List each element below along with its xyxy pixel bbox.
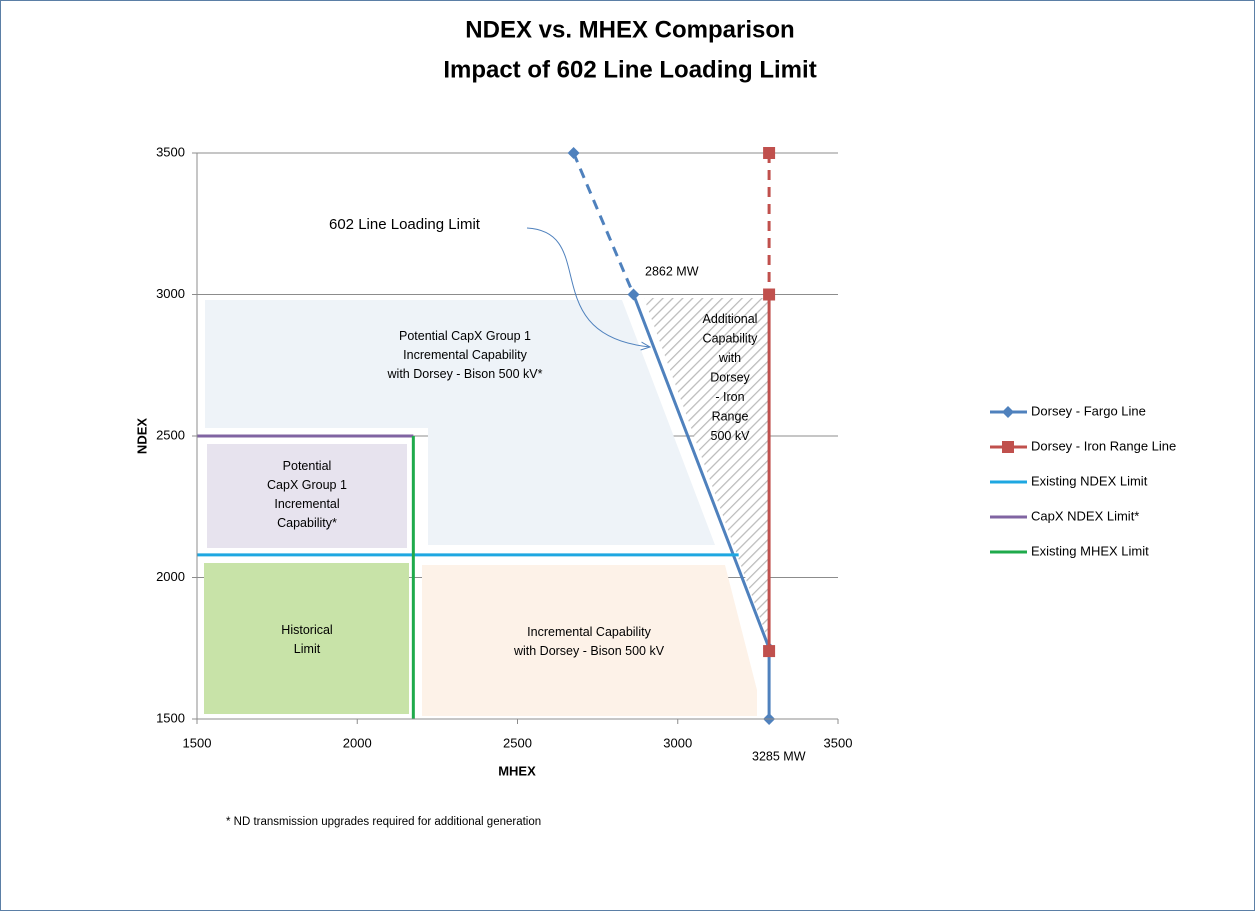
plot — [197, 147, 776, 725]
x-tick-label: 2500 — [503, 735, 532, 750]
region — [207, 444, 407, 548]
legend-label: CapX NDEX Limit* — [1031, 508, 1139, 523]
y-tick-label: 1500 — [156, 710, 185, 725]
annotation: 2862 MW — [645, 264, 699, 278]
regions — [204, 298, 768, 716]
annotation-line: Limit — [294, 642, 321, 656]
x-axis-label: MHEX — [498, 763, 536, 778]
annotation-line: Potential — [283, 459, 332, 473]
annotation-line: CapX Group 1 — [267, 478, 347, 492]
chart-title: NDEX vs. MHEX Comparison — [465, 16, 794, 43]
annotation: Historical Limit — [281, 623, 332, 656]
annotation: Incremental Capability with Dorsey - Biso… — [513, 625, 665, 658]
annotation-line: with — [718, 351, 741, 365]
marker — [763, 645, 776, 658]
y-tick-label: 3000 — [156, 286, 185, 301]
annotation-line: Potential CapX Group 1 — [399, 329, 531, 343]
annotation-line: 500 kV — [711, 429, 751, 443]
y-tick-label: 2000 — [156, 569, 185, 584]
annotation-line: with Dorsey - Bison 500 kV — [513, 644, 665, 658]
annotation-line: Historical — [281, 623, 332, 637]
footnote: * ND transmission upgrades required for … — [226, 816, 541, 828]
region — [422, 565, 757, 716]
legend: Dorsey - Fargo Line Dorsey - Iron Range L… — [990, 403, 1176, 558]
annotation: Potential CapX Group 1 Incremental Capabi… — [387, 329, 543, 381]
annotation-line: Capability* — [277, 516, 337, 530]
x-tick-label: 1500 — [183, 735, 212, 750]
marker — [763, 147, 776, 159]
annotation-line: Incremental Capability — [527, 625, 651, 639]
x-tick-label: 3000 — [663, 735, 692, 750]
chart-title: Impact of 602 Line Loading Limit — [443, 56, 816, 83]
y-tick-label: 3500 — [156, 144, 185, 159]
annotation-line: - Iron — [715, 390, 744, 404]
x-tick-label: 3500 — [824, 735, 853, 750]
arrow — [526, 227, 650, 347]
marker — [627, 288, 640, 301]
legend-label: Existing MHEX Limit — [1031, 543, 1149, 558]
legend-label: Dorsey - Fargo Line — [1031, 403, 1146, 418]
annotation-line: Dorsey — [710, 371, 750, 385]
annotation-line: with Dorsey - Bison 500 kV* — [387, 367, 543, 381]
region — [205, 300, 715, 545]
annotation-line: Capability — [703, 332, 759, 346]
annotation: 602 Line Loading Limit — [329, 216, 481, 233]
annotation-line: Incremental — [274, 497, 339, 511]
legend-label: Existing NDEX Limit — [1031, 473, 1148, 488]
region — [204, 563, 409, 714]
marker — [1002, 441, 1014, 453]
annotation: 3285 MW — [752, 749, 806, 763]
marker — [1002, 406, 1014, 418]
y-tick-label: 2500 — [156, 427, 185, 442]
annotation: Additional Capability with Dorsey - Iron Rang… — [703, 312, 759, 443]
annotation-line: Range — [712, 410, 749, 424]
marker — [763, 288, 776, 301]
legend-label: Dorsey - Iron Range Line — [1031, 438, 1176, 453]
annotation: Potential CapX Group 1 Incremental Capabili… — [267, 459, 347, 530]
annotation-line: Incremental Capability — [403, 348, 527, 362]
series-line — [572, 152, 635, 296]
y-axis-label: NDEX — [134, 418, 149, 454]
x-tick-label: 2000 — [343, 735, 372, 750]
marker — [567, 147, 580, 159]
annotation-line: Additional — [703, 312, 758, 326]
